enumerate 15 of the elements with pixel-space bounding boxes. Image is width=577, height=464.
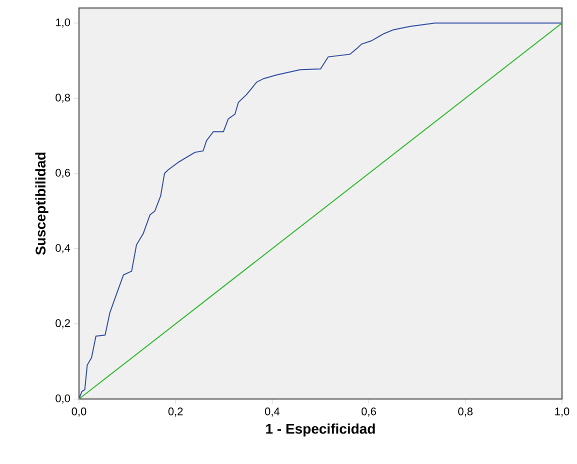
x-tick-label: 0,4: [264, 408, 280, 417]
y-axis-title: Susceptibilidad: [35, 152, 48, 255]
y-tick-label: 0,2: [56, 319, 70, 328]
y-tick-label: 0,8: [56, 94, 70, 103]
x-tick-label: 0,2: [168, 408, 183, 417]
y-tick-label: 1,0: [56, 18, 70, 28]
x-tick-label: 0,8: [458, 408, 473, 417]
x-tick-label: 0,0: [72, 408, 86, 417]
y-tick-label: 0,0: [56, 394, 70, 404]
line-series: [78, 22, 563, 400]
y-tick-label: 0,6: [56, 168, 70, 178]
y-tick-label: 0,4: [56, 244, 70, 254]
x-tick-label: 0,6: [362, 408, 376, 417]
x-axis-title: 1 - Especificidad: [266, 423, 375, 437]
x-tick-label: 1,0: [555, 408, 570, 417]
